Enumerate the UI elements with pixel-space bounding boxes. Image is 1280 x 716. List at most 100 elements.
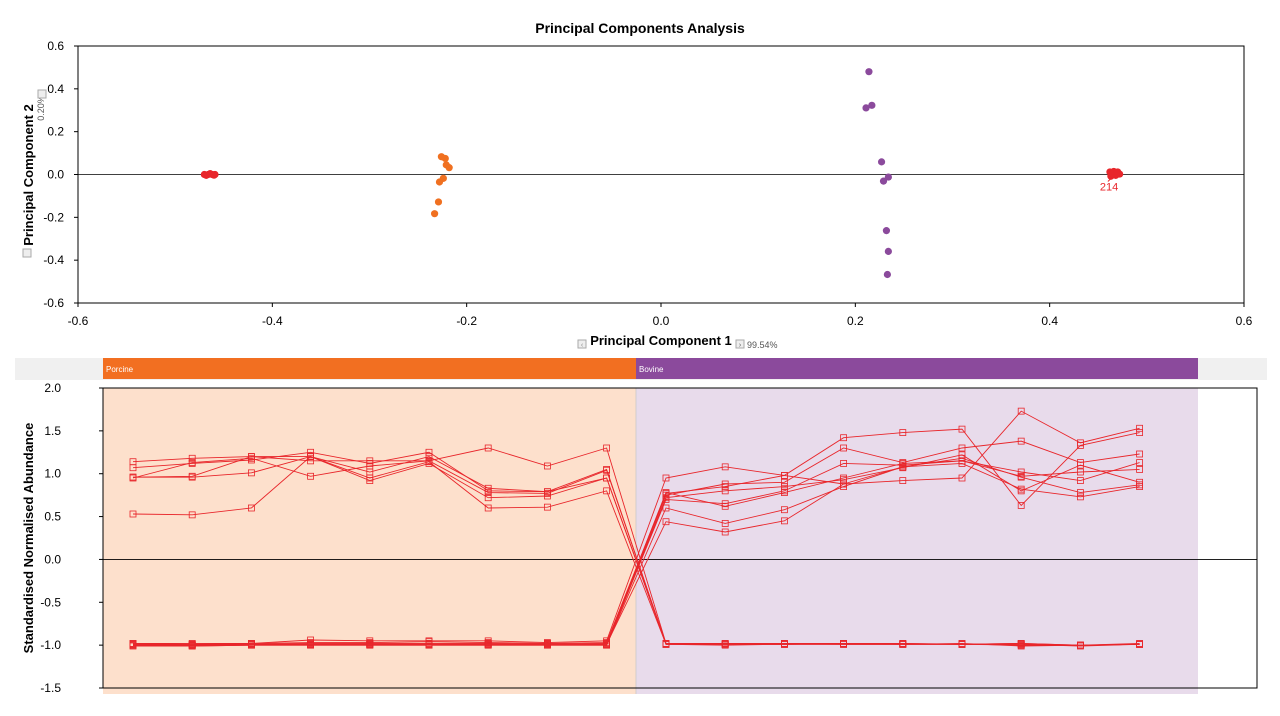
scatter-point: [884, 247, 892, 255]
profile-y-tick-label: -1.0: [40, 638, 61, 652]
profile-marker: [1077, 468, 1084, 476]
profile-marker: [1136, 429, 1143, 436]
profile-marker: [1017, 640, 1025, 647]
x-variance-label: 99.54%: [747, 340, 778, 350]
chevron-left-icon: ‹: [581, 342, 584, 349]
profile-marker: [899, 464, 907, 472]
profile-marker: [188, 511, 196, 519]
profile-marker: [1017, 437, 1025, 445]
profile-marker: [484, 484, 492, 492]
y-axis-ticks: 0.6 0.4 0.2 0.0 -0.2 -0.4 -0.6: [43, 39, 78, 310]
profile-y-tick-label: 1.0: [44, 467, 61, 481]
profile-marker: [899, 640, 907, 648]
profile-line: [133, 410, 1140, 644]
y-tick-label: 0.2: [47, 125, 64, 139]
profile-marker: [603, 640, 610, 647]
x-axis-prev-button[interactable]: [577, 339, 587, 349]
scatter-point: [210, 171, 218, 179]
annotation-leader: [1107, 177, 1113, 182]
profile-marker: [1077, 442, 1084, 449]
profile-marker: [781, 489, 788, 496]
profile-marker: [307, 448, 315, 456]
x-axis-next-button[interactable]: [735, 339, 745, 349]
profile-marker: [247, 469, 255, 477]
x-tick-label: -0.2: [456, 314, 477, 328]
group-header-1[interactable]: [636, 358, 1198, 379]
profile-marker: [1136, 483, 1143, 490]
profile-marker: [1077, 493, 1084, 501]
scatter-point: [435, 178, 444, 186]
profile-marker: [1136, 478, 1143, 486]
profile-marker: [1136, 459, 1143, 466]
scatter-point: [445, 164, 453, 172]
profile-marker: [662, 494, 670, 502]
scatter-point: [862, 104, 870, 112]
x-tick-label: 0.4: [1041, 314, 1058, 328]
profile-marker: [603, 474, 610, 482]
profile-marker: [544, 488, 551, 496]
group-header-label: Bovine: [639, 365, 664, 374]
profile-marker: [129, 464, 137, 472]
profile-marker: [188, 459, 196, 466]
profile-marker: [484, 504, 492, 512]
profile-marker: [544, 503, 551, 511]
profile-marker: [958, 640, 966, 648]
profile-marker: [958, 474, 966, 482]
profile-marker: [544, 462, 551, 470]
profile-marker: [247, 640, 255, 647]
x-tick-label: 0.2: [847, 314, 864, 328]
profile-marker: [366, 640, 374, 647]
profile-marker: [781, 517, 788, 525]
profile-marker: [899, 429, 907, 436]
profile-y-tick-label: -0.5: [40, 595, 61, 609]
profile-marker: [603, 487, 610, 495]
abundance-profile-chart: Porcine Bovine 2.0 1.5 1.0 0.5 0.0 -0.5 -1.0 -1.…: [15, 358, 1267, 695]
y-axis-next-button[interactable]: [37, 89, 47, 99]
profile-marker: [544, 640, 551, 647]
point-annotation: 214: [1100, 182, 1118, 194]
profile-marker: [1077, 489, 1084, 496]
profile-marker: [899, 477, 907, 484]
profile-marker: [1136, 466, 1143, 473]
y-variance-label: 0.20%: [36, 95, 46, 121]
scatter-point: [882, 227, 891, 235]
y-axis-label: Principal Component 2: [21, 104, 36, 246]
profile-marker: [721, 480, 729, 488]
profile-marker: [307, 457, 315, 465]
y-tick-label: 0.0: [47, 168, 64, 182]
group-band-1: [636, 388, 1198, 694]
x-axis-ticks: -0.6 -0.4 -0.2 0.0 0.2 0.4 0.6: [68, 303, 1253, 328]
group-header-label: Porcine: [106, 365, 134, 374]
x-tick-label: 0.6: [1236, 314, 1253, 328]
scatter-point: [877, 158, 886, 166]
profile-marker: [1017, 472, 1025, 480]
profile-marker: [840, 444, 847, 452]
y-tick-label: -0.2: [43, 210, 64, 224]
scatter-point: [1113, 169, 1121, 177]
scatter-point: [441, 154, 449, 163]
group-header-0[interactable]: [103, 358, 636, 379]
profile-marker: [603, 444, 610, 452]
x-tick-label: -0.4: [262, 314, 283, 328]
profile-marker: [662, 640, 670, 648]
profile-marker: [1077, 641, 1084, 649]
profile-marker: [425, 453, 433, 460]
profile-marker: [958, 444, 966, 452]
profile-marker: [247, 504, 255, 512]
profile-marker: [840, 640, 847, 647]
y-tick-label: 0.4: [47, 82, 64, 96]
profile-marker: [1136, 450, 1143, 458]
profile-marker: [721, 640, 729, 648]
profile-marker: [662, 489, 670, 496]
x-axis-label: Principal Component 1: [590, 333, 732, 348]
y-tick-label: -0.4: [43, 253, 64, 267]
y-axis-prev-button[interactable]: [22, 248, 32, 258]
scatter-point: [434, 198, 443, 206]
profile-marker: [603, 466, 610, 474]
profile-line: [132, 460, 1140, 645]
profile-y-axis-label: Standardised Normalised Abundance: [21, 423, 36, 654]
profile-marker: [129, 640, 137, 647]
profile-line: [133, 456, 1140, 646]
profile-marker: [1077, 477, 1084, 484]
